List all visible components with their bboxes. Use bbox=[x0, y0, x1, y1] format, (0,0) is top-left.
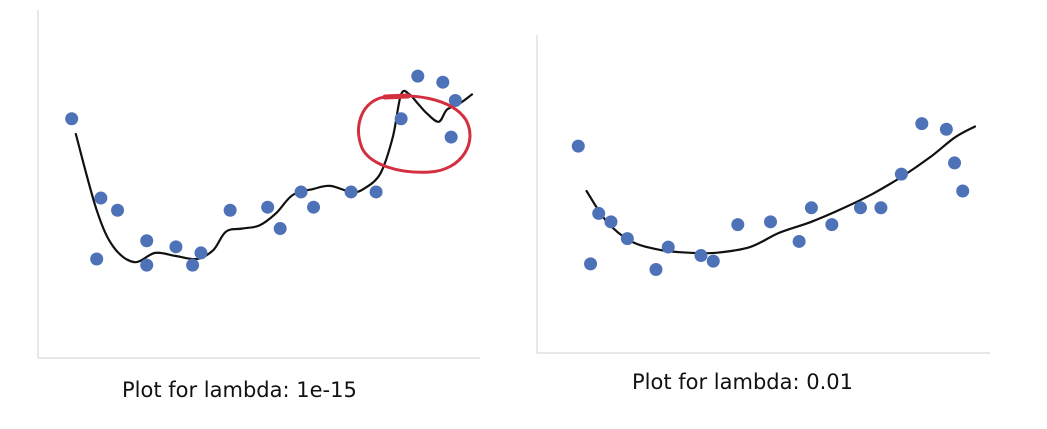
data-point bbox=[65, 112, 79, 126]
data-point bbox=[344, 185, 358, 199]
data-point bbox=[444, 130, 458, 144]
data-point bbox=[369, 185, 383, 199]
data-point bbox=[90, 252, 104, 266]
data-point bbox=[411, 69, 425, 83]
data-point bbox=[169, 240, 183, 254]
highlight-circle bbox=[357, 94, 472, 174]
highlight-circle-stroke-start bbox=[382, 93, 411, 100]
data-point bbox=[140, 234, 154, 248]
data-point bbox=[223, 203, 237, 217]
fit-curve-line bbox=[74, 89, 474, 264]
data-point bbox=[394, 112, 408, 126]
data-point bbox=[894, 167, 908, 181]
data-point bbox=[436, 75, 450, 89]
data-point bbox=[140, 258, 154, 272]
data-point bbox=[804, 201, 818, 215]
caption-lambda-1e-15: Plot for lambda: 1e-15 bbox=[122, 378, 357, 402]
data-point bbox=[853, 201, 867, 215]
data-point bbox=[294, 185, 308, 199]
data-point bbox=[571, 139, 585, 153]
plot-panel-lambda-0.01 bbox=[536, 35, 990, 354]
data-point bbox=[874, 201, 888, 215]
data-point bbox=[661, 240, 675, 254]
data-point bbox=[956, 184, 970, 198]
plot-panel-lambda-1e-15 bbox=[37, 10, 480, 359]
data-point bbox=[915, 117, 929, 131]
data-point bbox=[194, 246, 208, 260]
data-point bbox=[94, 191, 108, 205]
data-point bbox=[448, 93, 462, 107]
data-point bbox=[307, 200, 321, 214]
data-point bbox=[584, 257, 598, 271]
data-point bbox=[792, 234, 806, 248]
data-point bbox=[620, 232, 634, 246]
data-point bbox=[706, 254, 720, 268]
data-point bbox=[694, 248, 708, 262]
data-point bbox=[731, 218, 745, 232]
caption-lambda-0.01: Plot for lambda: 0.01 bbox=[632, 370, 854, 394]
data-point bbox=[111, 203, 125, 217]
data-point bbox=[825, 218, 839, 232]
data-point bbox=[273, 222, 287, 236]
data-point bbox=[939, 122, 953, 136]
data-point bbox=[592, 206, 606, 220]
data-point bbox=[604, 215, 618, 229]
data-point bbox=[649, 263, 663, 277]
data-point bbox=[948, 156, 962, 170]
data-point bbox=[261, 200, 275, 214]
data-point bbox=[186, 258, 200, 272]
data-point bbox=[764, 215, 777, 229]
fit-curve-line bbox=[585, 125, 977, 255]
